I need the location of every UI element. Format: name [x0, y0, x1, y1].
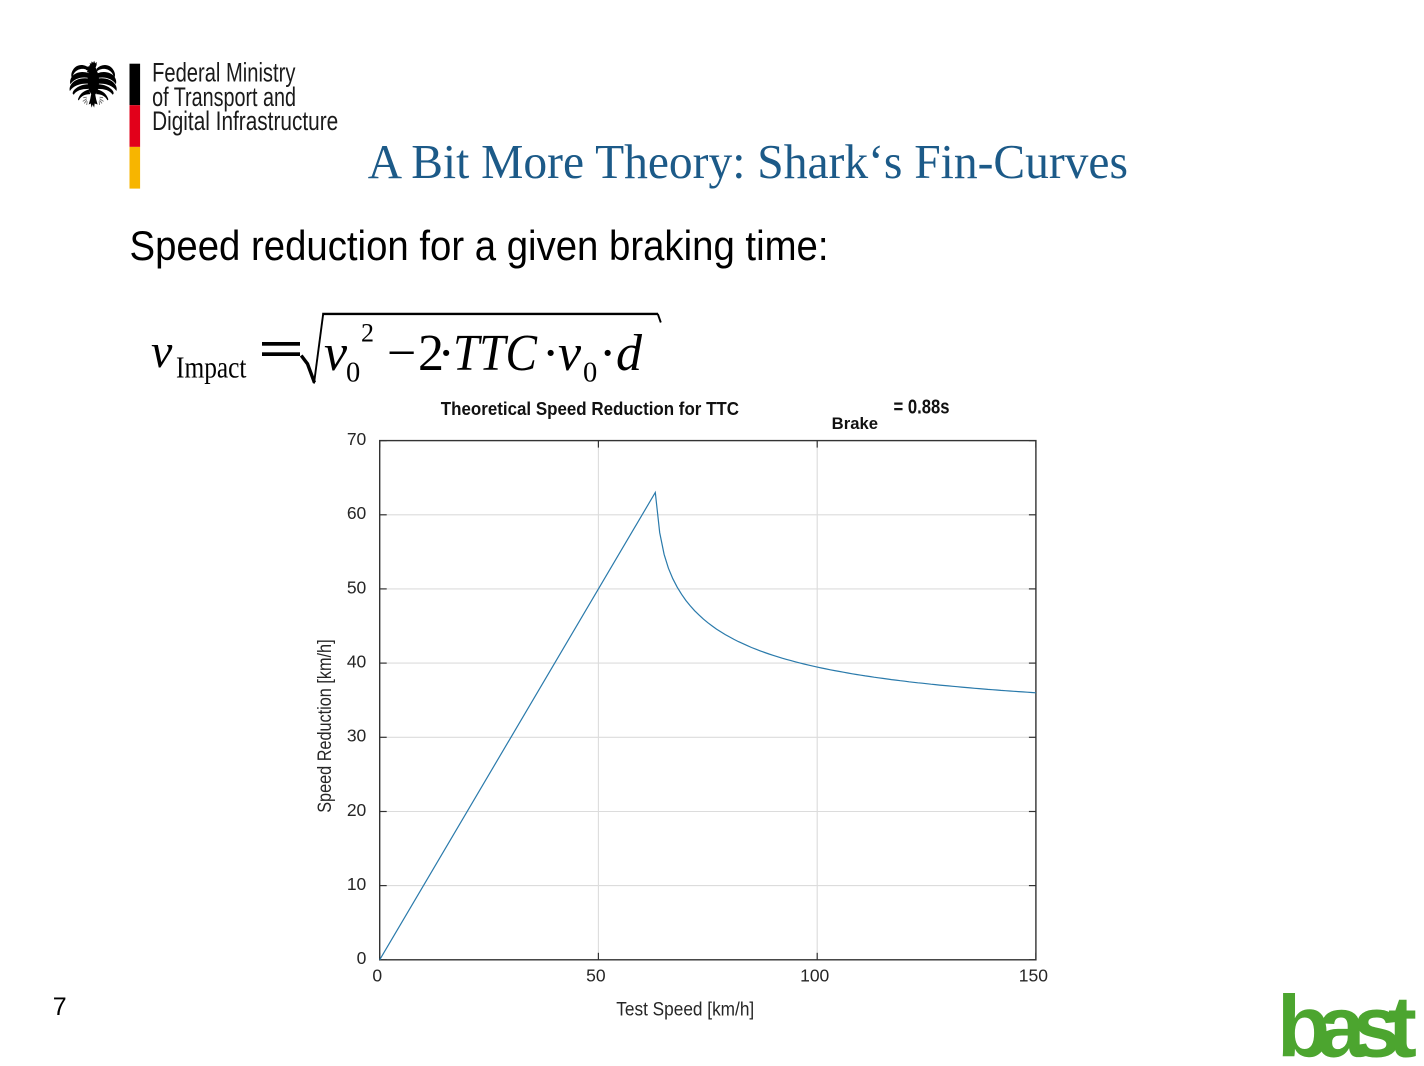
svg-text:A Bit More Theory: Shark‘s Fin: A Bit More Theory: Shark‘s Fin-Curves	[368, 136, 1128, 189]
svg-text:0: 0	[346, 358, 360, 389]
svg-text:10: 10	[347, 874, 367, 894]
svg-text:v: v	[324, 325, 348, 382]
svg-text:0: 0	[583, 358, 597, 389]
svg-text:TTC: TTC	[453, 325, 538, 382]
svg-text:·: ·	[599, 325, 616, 382]
svg-text:d: d	[616, 325, 643, 382]
svg-text:Federal Ministry: Federal Ministry	[152, 58, 296, 88]
svg-text:= 0.88s: = 0.88s	[894, 397, 950, 419]
svg-text:0: 0	[372, 966, 382, 986]
svg-text:40: 40	[347, 652, 367, 672]
svg-text:60: 60	[347, 503, 367, 523]
svg-text:70: 70	[347, 429, 367, 449]
svg-text:Impact: Impact	[176, 350, 247, 385]
svg-text:·: ·	[542, 325, 559, 382]
svg-text:Digital Infrastructure: Digital Infrastructure	[152, 106, 338, 136]
svg-text:Speed Reduction [km/h]: Speed Reduction [km/h]	[315, 639, 336, 812]
svg-text:v: v	[151, 325, 173, 378]
svg-text:150: 150	[1019, 966, 1048, 986]
svg-text:20: 20	[347, 800, 367, 820]
svg-text:v: v	[558, 325, 582, 382]
svg-text:of Transport and: of Transport and	[152, 82, 296, 112]
svg-text:0: 0	[357, 948, 367, 968]
svg-text:30: 30	[347, 726, 367, 746]
svg-text:Theoretical Speed Reduction fo: Theoretical Speed Reduction for TTC	[441, 399, 739, 419]
svg-text:Brake: Brake	[832, 415, 878, 433]
svg-text:Test Speed [km/h]: Test Speed [km/h]	[616, 1000, 754, 1021]
svg-text:Speed reduction for a given br: Speed reduction for a given braking time…	[130, 222, 829, 269]
svg-text:100: 100	[800, 966, 829, 986]
svg-text:50: 50	[586, 966, 606, 986]
svg-text:2: 2	[418, 325, 444, 382]
svg-text:bast: bast	[1277, 978, 1416, 1066]
svg-text:2: 2	[361, 319, 374, 348]
svg-text:50: 50	[347, 577, 367, 597]
svg-text:·: ·	[438, 325, 455, 382]
svg-text:7: 7	[53, 993, 67, 1021]
svg-text:−: −	[387, 325, 416, 382]
